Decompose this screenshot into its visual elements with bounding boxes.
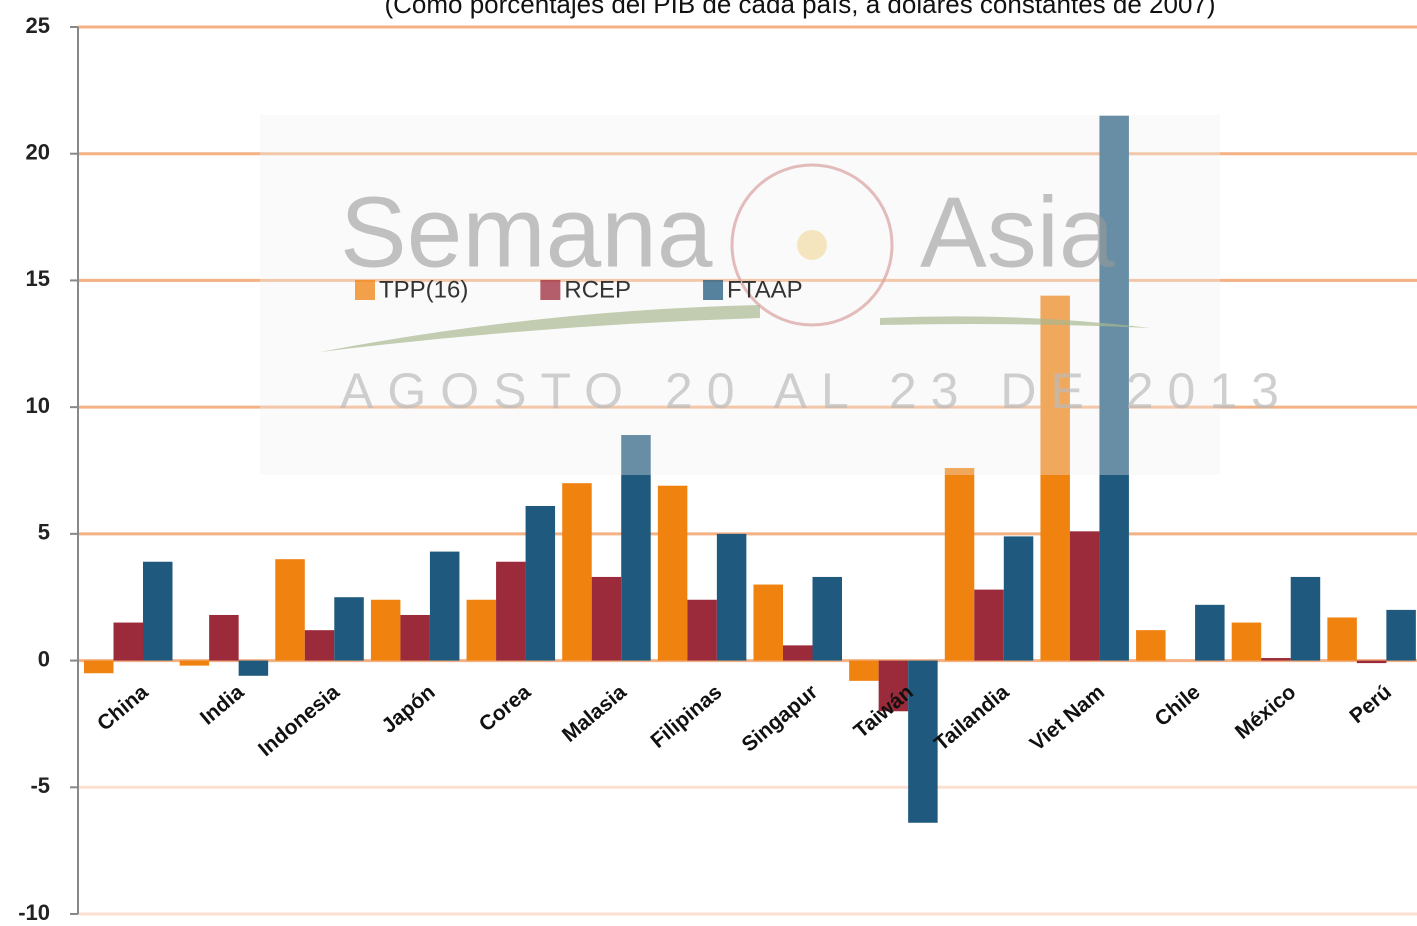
bar: [849, 660, 879, 681]
bar: [1290, 576, 1321, 661]
bar: [1136, 630, 1166, 661]
legend-label: FTAAP: [727, 276, 803, 303]
y-tick-label: -10: [18, 900, 50, 925]
bar: [113, 622, 143, 661]
bar: [496, 561, 526, 661]
chart-subtitle: (Como porcentajes del PIB de cada país, …: [384, 0, 1215, 19]
bar: [1069, 531, 1100, 661]
watermark-logo: [797, 230, 827, 260]
bar: [304, 630, 335, 661]
bar: [783, 645, 813, 661]
bar: [908, 660, 938, 823]
y-tick-label: 25: [26, 13, 50, 38]
legend-swatch: [355, 280, 375, 300]
watermark-swoosh: [320, 305, 760, 352]
watermark-text: Semana: [340, 176, 713, 288]
watermark-text: Asia: [920, 176, 1115, 288]
y-tick-label: 15: [26, 266, 50, 291]
bar: [1261, 658, 1291, 661]
y-tick-label: 20: [26, 140, 50, 165]
x-tick-label: India: [196, 680, 249, 729]
bar: [812, 576, 842, 661]
x-tick-label: Corea: [475, 680, 536, 736]
bar: [334, 597, 364, 661]
bar: [878, 660, 909, 712]
y-tick-label: 5: [38, 520, 50, 545]
bar: [209, 614, 239, 661]
bar: [657, 485, 688, 661]
x-tick-label: China: [93, 680, 153, 735]
y-tick-label: -5: [30, 773, 50, 798]
bar: [687, 599, 717, 661]
x-tick-label: Japón: [377, 680, 439, 737]
bar: [1003, 536, 1034, 661]
bar: [753, 584, 783, 661]
x-tick-label: Singapur: [738, 680, 823, 756]
bar: [974, 589, 1004, 661]
x-tick-label: México: [1231, 680, 1300, 743]
x-tick-label: Malasia: [558, 680, 631, 747]
x-tick-label: Viet Nam: [1026, 680, 1109, 755]
x-tick-label: Chile: [1151, 680, 1205, 731]
bar: [400, 614, 430, 661]
watermark-panel: [260, 115, 1220, 475]
legend-swatch: [540, 280, 561, 300]
bar: [275, 559, 305, 661]
bar: [238, 660, 269, 676]
x-tick-label: Perú: [1345, 680, 1396, 728]
bar: [143, 561, 173, 661]
bar: [429, 551, 460, 661]
legend-swatch: [703, 280, 724, 300]
x-tick-label: Indonesia: [254, 680, 344, 761]
bar: [466, 599, 497, 661]
y-tick-label: 10: [26, 393, 50, 418]
legend-label: RCEP: [564, 276, 631, 303]
bar: [1099, 115, 1129, 661]
y-tick-label: 0: [38, 646, 50, 671]
bar: [1386, 609, 1416, 661]
bar: [1231, 622, 1262, 661]
watermark-text: AGOSTO 20 AL 23 DE 2013: [340, 363, 1293, 419]
bar: [562, 483, 592, 661]
bar: [1356, 660, 1387, 664]
bar: [591, 576, 622, 661]
bar: [1040, 295, 1070, 661]
bar: [621, 435, 651, 661]
x-tick-label: Tailandia: [930, 680, 1014, 755]
watermark-logo: [730, 163, 894, 327]
bar: [944, 467, 975, 661]
bar: [179, 660, 210, 666]
bar: [525, 505, 556, 661]
bar: [84, 660, 114, 674]
bar: [370, 599, 401, 661]
legend-label: TPP(16): [379, 276, 468, 303]
x-tick-label: Filipinas: [646, 680, 726, 752]
bar: [716, 533, 747, 661]
watermark-swoosh: [880, 316, 1150, 328]
bar: [1327, 617, 1357, 661]
bar: [1195, 604, 1225, 661]
